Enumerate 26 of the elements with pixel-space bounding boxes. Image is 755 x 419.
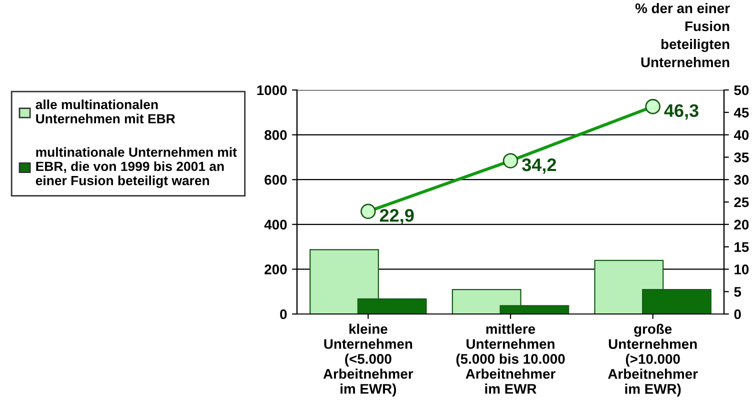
y2-tick-label: 30 [734, 174, 749, 185]
x-tick-label: große Unternehmen (>10.000 Arbeitnehmer im EWR) [608, 324, 698, 397]
y2-tick-label: 5 [734, 287, 742, 297]
y2-tick-label: 10 [734, 264, 749, 274]
data-label: 34,2 [522, 158, 556, 174]
x-tick-label: mittlere Unternehmen (5.000 bis 10.000 Arbeitnehmer im EWR [456, 324, 565, 394]
y2-tick-label: 25 [734, 197, 749, 208]
y2-tick-label: 50 [734, 85, 749, 96]
y-tick-label: 800 [264, 130, 287, 140]
data-label: 46,3 [664, 104, 698, 120]
legend-label: alle multinationalen Unternehmen mit EBR [36, 100, 176, 124]
y2-tick-label: 40 [734, 130, 749, 140]
y-tick-label: 0 [280, 309, 287, 320]
y-tick-label: 600 [264, 174, 287, 185]
y2-tick-label: 35 [734, 152, 749, 162]
y2-tick-label: 45 [734, 108, 749, 118]
y-tick-label: 200 [264, 264, 287, 274]
y-tick-label: 400 [264, 220, 287, 230]
y2-tick-label: 0 [734, 309, 741, 320]
legend-label: multinationale Unternehmen mit EBR, die von 1999 bis 2001 an einer Fusion beteiligt waren [36, 147, 237, 188]
y2-tick-label: 20 [734, 220, 749, 230]
y2-tick-label: 15 [734, 242, 749, 252]
data-label: 22,9 [380, 209, 414, 224]
x-tick-label: kleine Unternehmen (<5.000 Arbeitnehmer im EWR) [323, 324, 414, 397]
y2-axis-title: % der an einer Fusion beteiligten Unternehmen [635, 3, 730, 68]
y-tick-label: 1000 [257, 85, 287, 96]
